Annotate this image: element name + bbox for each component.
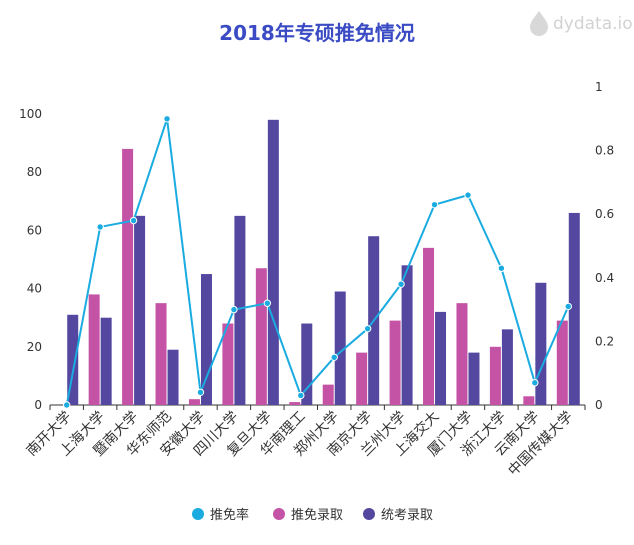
bar-recommended xyxy=(255,268,267,405)
y-right-tick-label: 0.4 xyxy=(595,271,614,285)
legend-marker xyxy=(363,508,375,520)
rate-point xyxy=(163,115,171,123)
rate-point xyxy=(129,216,138,225)
bar-exam xyxy=(167,349,179,405)
y-left-tick-label: 40 xyxy=(27,282,42,296)
rate-line xyxy=(63,115,572,409)
bar-recommended xyxy=(322,384,334,405)
axes: 0 20 40 60 80 100 0 0.2 0.4 0.6 0.8 1 xyxy=(19,80,614,412)
bar-exam xyxy=(468,352,480,405)
bar-recommended xyxy=(456,303,468,405)
y-left-tick-label: 0 xyxy=(34,398,42,412)
bar-exam xyxy=(568,212,580,405)
rate-point xyxy=(430,200,439,209)
bar-recommended xyxy=(389,320,401,405)
bar-exam xyxy=(501,329,513,405)
bar-recommended xyxy=(188,399,200,405)
bar-recommended xyxy=(556,320,568,405)
y-left-tick-label: 60 xyxy=(27,223,42,237)
y-right-tick-label: 1 xyxy=(595,80,603,94)
y-right-tick-label: 0 xyxy=(595,398,603,412)
chart-title: 2018年专硕推免情况 xyxy=(219,21,415,45)
rate-point xyxy=(96,223,104,231)
bar-recommended xyxy=(423,247,435,405)
rate-point xyxy=(196,388,205,396)
bar-exam xyxy=(267,119,279,405)
bar-exam xyxy=(67,314,79,405)
y-right-tick-label: 0.6 xyxy=(595,207,614,221)
rate-point xyxy=(63,401,71,409)
y-left-tick-label: 100 xyxy=(19,107,42,121)
bar-recommended xyxy=(523,396,535,405)
legend-label: 统考录取 xyxy=(381,508,433,523)
watermark: dydata.io xyxy=(530,11,633,36)
bar-exam xyxy=(200,274,212,405)
legend-label: 推免率 xyxy=(210,507,249,523)
bar-recommended xyxy=(222,323,234,405)
legend-marker xyxy=(192,508,204,520)
rate-point xyxy=(330,353,338,361)
bar-exam xyxy=(100,317,112,405)
bar-exam xyxy=(301,323,313,405)
bar-exam xyxy=(234,215,246,405)
bars xyxy=(67,119,580,406)
bar-exam xyxy=(134,215,146,405)
rate-point xyxy=(464,191,472,199)
legend-label: 推免录取 xyxy=(291,508,343,523)
watermark-text: dydata.io xyxy=(553,14,633,34)
rate-line-path xyxy=(65,117,570,406)
bar-exam xyxy=(435,311,447,405)
bar-exam xyxy=(535,282,547,405)
rate-point xyxy=(397,280,405,288)
bar-exam xyxy=(401,265,413,405)
bar-recommended xyxy=(88,294,100,405)
rate-point xyxy=(297,391,305,400)
rate-point xyxy=(230,305,238,314)
rate-point xyxy=(497,264,506,272)
bar-exam xyxy=(334,291,346,405)
bar-recommended xyxy=(122,148,134,406)
rate-point xyxy=(564,302,572,311)
droplet-icon xyxy=(530,11,548,36)
legend: 推免率 推免录取 统考录取 xyxy=(192,507,433,523)
bar-recommended xyxy=(489,346,501,405)
rate-point xyxy=(263,299,272,307)
rate-point xyxy=(531,379,539,387)
legend-marker xyxy=(273,508,285,520)
rate-point xyxy=(363,324,372,333)
bar-recommended xyxy=(356,352,368,405)
bar-recommended xyxy=(155,303,167,405)
bar-recommended xyxy=(289,402,301,405)
category-labels: 南开大学上海大学暨南大学华东师范安徽大学四川大学复旦大学华南理工郑州大学南京大学… xyxy=(24,408,576,479)
y-right-tick-label: 0.2 xyxy=(595,334,614,348)
y-left-tick-label: 20 xyxy=(27,340,42,354)
y-right-tick-label: 0.8 xyxy=(595,144,614,158)
y-left-tick-label: 80 xyxy=(27,165,42,179)
